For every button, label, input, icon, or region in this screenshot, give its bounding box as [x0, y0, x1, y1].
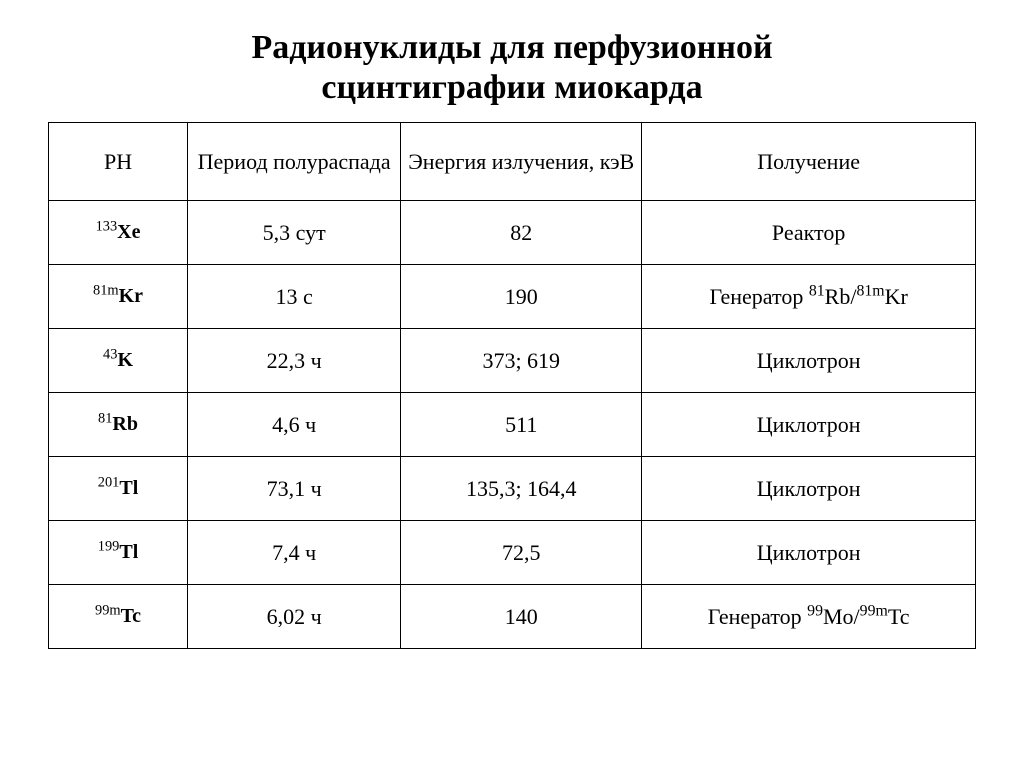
cell-production: Генератор 99Mo/99mTc: [642, 585, 976, 649]
table-row: 133Xe5,3 сут82Реактор: [49, 201, 976, 265]
column-header: РН: [49, 123, 188, 201]
column-header: Получение: [642, 123, 976, 201]
slide: Радионуклиды для перфузионной сцинтиграф…: [0, 0, 1024, 768]
cell-production: Циклотрон: [642, 329, 976, 393]
cell-energy: 373; 619: [401, 329, 642, 393]
cell-energy: 511: [401, 393, 642, 457]
table-row: 201Tl73,1 ч135,3; 164,4Циклотрон: [49, 457, 976, 521]
cell-nuclide: 81mKr: [49, 265, 188, 329]
title-line-1: Радионуклиды для перфузионной: [251, 29, 772, 66]
radionuclide-table: РНПериод полураспадаЭнергия излучения, к…: [48, 122, 976, 649]
cell-production: Циклотрон: [642, 521, 976, 585]
table-row: 81mKr13 с190Генератор 81Rb/81mKr: [49, 265, 976, 329]
cell-half-life: 6,02 ч: [188, 585, 401, 649]
table-row: 43K22,3 ч373; 619Циклотрон: [49, 329, 976, 393]
cell-nuclide: 99mTc: [49, 585, 188, 649]
cell-nuclide: 133Xe: [49, 201, 188, 265]
cell-energy: 190: [401, 265, 642, 329]
cell-half-life: 73,1 ч: [188, 457, 401, 521]
column-header: Период полураспада: [188, 123, 401, 201]
cell-production: Циклотрон: [642, 457, 976, 521]
table-row: 99mTc6,02 ч140Генератор 99Mo/99mTc: [49, 585, 976, 649]
cell-nuclide: 81Rb: [49, 393, 188, 457]
cell-half-life: 22,3 ч: [188, 329, 401, 393]
cell-half-life: 5,3 сут: [188, 201, 401, 265]
title-line-2: сцинтиграфии миокарда: [321, 69, 702, 106]
cell-energy: 135,3; 164,4: [401, 457, 642, 521]
table-head: РНПериод полураспадаЭнергия излучения, к…: [49, 123, 976, 201]
slide-title: Радионуклиды для перфузионной сцинтиграф…: [48, 28, 976, 108]
column-header: Энергия излучения, кэВ: [401, 123, 642, 201]
table-row: 199Tl7,4 ч72,5Циклотрон: [49, 521, 976, 585]
cell-half-life: 4,6 ч: [188, 393, 401, 457]
cell-production: Циклотрон: [642, 393, 976, 457]
table-header-row: РНПериод полураспадаЭнергия излучения, к…: [49, 123, 976, 201]
cell-nuclide: 201Tl: [49, 457, 188, 521]
cell-energy: 72,5: [401, 521, 642, 585]
cell-production: Генератор 81Rb/81mKr: [642, 265, 976, 329]
cell-nuclide: 199Tl: [49, 521, 188, 585]
cell-half-life: 13 с: [188, 265, 401, 329]
cell-energy: 140: [401, 585, 642, 649]
cell-production: Реактор: [642, 201, 976, 265]
cell-nuclide: 43K: [49, 329, 188, 393]
table-row: 81Rb4,6 ч511Циклотрон: [49, 393, 976, 457]
table-body: 133Xe5,3 сут82Реактор81mKr13 с190Генерат…: [49, 201, 976, 649]
cell-energy: 82: [401, 201, 642, 265]
cell-half-life: 7,4 ч: [188, 521, 401, 585]
